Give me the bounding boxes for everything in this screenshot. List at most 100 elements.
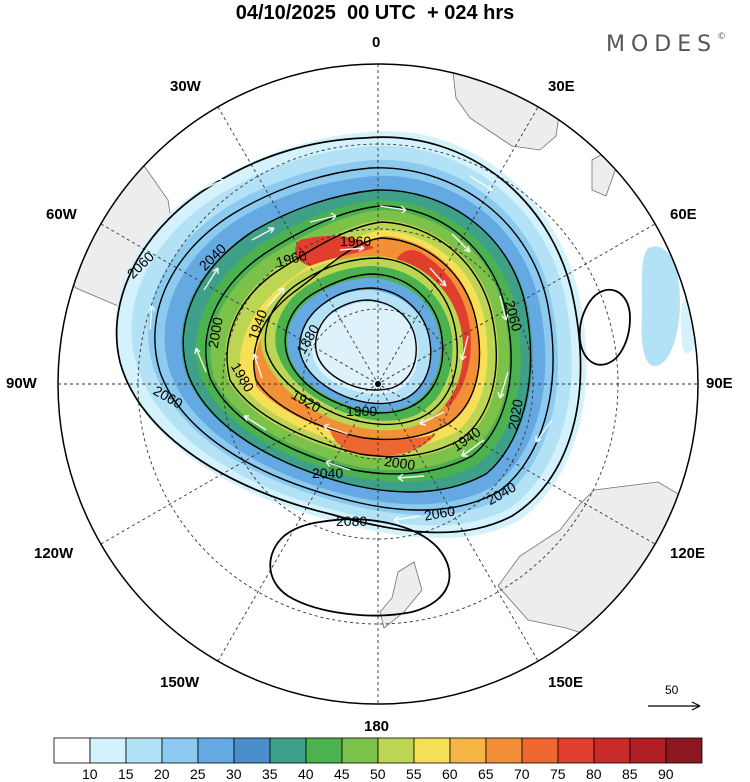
contour-1880 bbox=[314, 299, 417, 391]
colorbar-tick-label: 10 bbox=[82, 766, 98, 782]
wind-speed-shading bbox=[115, 131, 698, 539]
contour-label: 1960 bbox=[274, 247, 308, 271]
map-title: 04/10/2025 00 UTC + 024 hrs bbox=[235, 2, 515, 24]
colorbar-tick-label: 60 bbox=[442, 766, 458, 782]
latitude-circle-1 bbox=[302, 308, 454, 460]
lon-label-120e: 120E bbox=[670, 545, 706, 562]
vector-21 bbox=[535, 419, 553, 443]
contour-label: 2020 bbox=[505, 398, 526, 432]
lon-label-120w: 120W bbox=[34, 545, 74, 562]
colorbar-swatch bbox=[629, 737, 667, 764]
colorbar-swatch bbox=[485, 737, 523, 764]
vector-24 bbox=[393, 515, 421, 524]
colorbar-tick-label: 25 bbox=[190, 766, 206, 782]
vector-11 bbox=[203, 267, 219, 291]
contour-2040 bbox=[154, 167, 554, 511]
vector-9 bbox=[243, 415, 267, 431]
colorbar-tick-label: 90 bbox=[658, 766, 674, 782]
lon-label-30w: 30W bbox=[170, 78, 201, 95]
contour-label: 2000 bbox=[383, 453, 416, 473]
vector-22 bbox=[469, 175, 493, 192]
colorbar-swatch bbox=[53, 737, 91, 764]
lon-label-150w: 150W bbox=[160, 674, 200, 691]
vector-2 bbox=[379, 205, 407, 214]
colorbar-swatch bbox=[233, 737, 271, 764]
vector-5 bbox=[497, 371, 509, 399]
contour-1980 bbox=[226, 221, 497, 458]
colorbar-tick-label: 15 bbox=[118, 766, 134, 782]
contour-2000 bbox=[205, 205, 512, 475]
vector-20 bbox=[148, 305, 156, 331]
height-contours bbox=[115, 136, 631, 617]
colorbar-swatch bbox=[413, 737, 451, 764]
colorbar-tick-label: 80 bbox=[586, 766, 602, 782]
lon-label-0: 0 bbox=[372, 34, 381, 51]
brand-name: MODES bbox=[606, 32, 718, 57]
vector-4 bbox=[499, 295, 509, 321]
vector-1 bbox=[309, 212, 337, 223]
colorbar-swatch bbox=[521, 737, 559, 764]
lon-label-30e: 30E bbox=[548, 78, 575, 95]
vector-18 bbox=[252, 353, 263, 379]
shade-east-patch bbox=[641, 246, 680, 367]
colorbar-tick-label: 75 bbox=[550, 766, 566, 782]
land-new-zealand bbox=[379, 561, 423, 629]
colorbar-tick-label: 20 bbox=[154, 766, 170, 782]
contour-2060-east bbox=[578, 288, 631, 366]
vector-15 bbox=[459, 335, 469, 361]
vector-14 bbox=[429, 267, 447, 287]
colorbar-swatch bbox=[341, 737, 379, 764]
vector-19 bbox=[267, 287, 285, 307]
colorbar-tick-label: 40 bbox=[298, 766, 314, 782]
colorbar-tick-label: 50 bbox=[370, 766, 386, 782]
vector-23 bbox=[199, 178, 225, 191]
lon-label-150e: 150E bbox=[548, 674, 584, 691]
vector-10 bbox=[194, 347, 207, 373]
colorbar-swatch bbox=[197, 737, 235, 764]
colorbar-tick-label: 70 bbox=[514, 766, 530, 782]
colorbar-swatch bbox=[305, 737, 343, 764]
contour-1940 bbox=[264, 257, 458, 426]
contour-1900 bbox=[299, 287, 432, 405]
contour-label: 1960 bbox=[340, 233, 371, 249]
lon-label-90w: 90W bbox=[6, 375, 37, 392]
vector-reference-label: 50 bbox=[665, 683, 679, 697]
colorbar-tick-label: 55 bbox=[406, 766, 422, 782]
contour-label: 2040 bbox=[312, 465, 343, 481]
contour-label: 2000 bbox=[205, 316, 226, 350]
colorbar-tick-label: 65 bbox=[478, 766, 494, 782]
lon-label-180: 180 bbox=[364, 718, 390, 735]
colorbar-tick-label: 45 bbox=[334, 766, 350, 782]
contour-1960 bbox=[253, 237, 481, 441]
vector-reference-arrow bbox=[648, 701, 701, 711]
colorbar-tick-label: 35 bbox=[262, 766, 278, 782]
vector-7 bbox=[397, 473, 425, 482]
colorbar-swatch bbox=[593, 737, 631, 764]
contour-1920 bbox=[284, 273, 444, 414]
colorbar bbox=[53, 737, 703, 764]
colorbar-swatch bbox=[125, 737, 163, 764]
contour-label: 2060 bbox=[423, 502, 457, 523]
contour-2060-outer bbox=[115, 136, 582, 534]
colorbar-tick-label: 30 bbox=[226, 766, 242, 782]
lon-label-90e: 90E bbox=[706, 375, 733, 392]
vector-3 bbox=[451, 233, 471, 253]
vector-16 bbox=[419, 411, 445, 426]
map-border bbox=[57, 63, 699, 705]
contour-label: 2060 bbox=[502, 299, 526, 333]
colorbar-swatch bbox=[89, 737, 127, 764]
colorbar-swatch bbox=[377, 737, 415, 764]
colorbar-swatch bbox=[557, 737, 595, 764]
wind-vectors bbox=[148, 175, 553, 524]
brand-mark: © bbox=[717, 32, 727, 42]
vector-8 bbox=[325, 459, 351, 471]
colorbar-swatch bbox=[269, 737, 307, 764]
vector-6 bbox=[461, 439, 485, 457]
colorbar-swatch bbox=[449, 737, 487, 764]
contour-2020 bbox=[182, 189, 532, 493]
vector-12 bbox=[251, 227, 275, 241]
shade-80-b bbox=[295, 235, 374, 266]
vector-13 bbox=[339, 244, 365, 252]
contour-label: 2080 bbox=[336, 513, 367, 529]
